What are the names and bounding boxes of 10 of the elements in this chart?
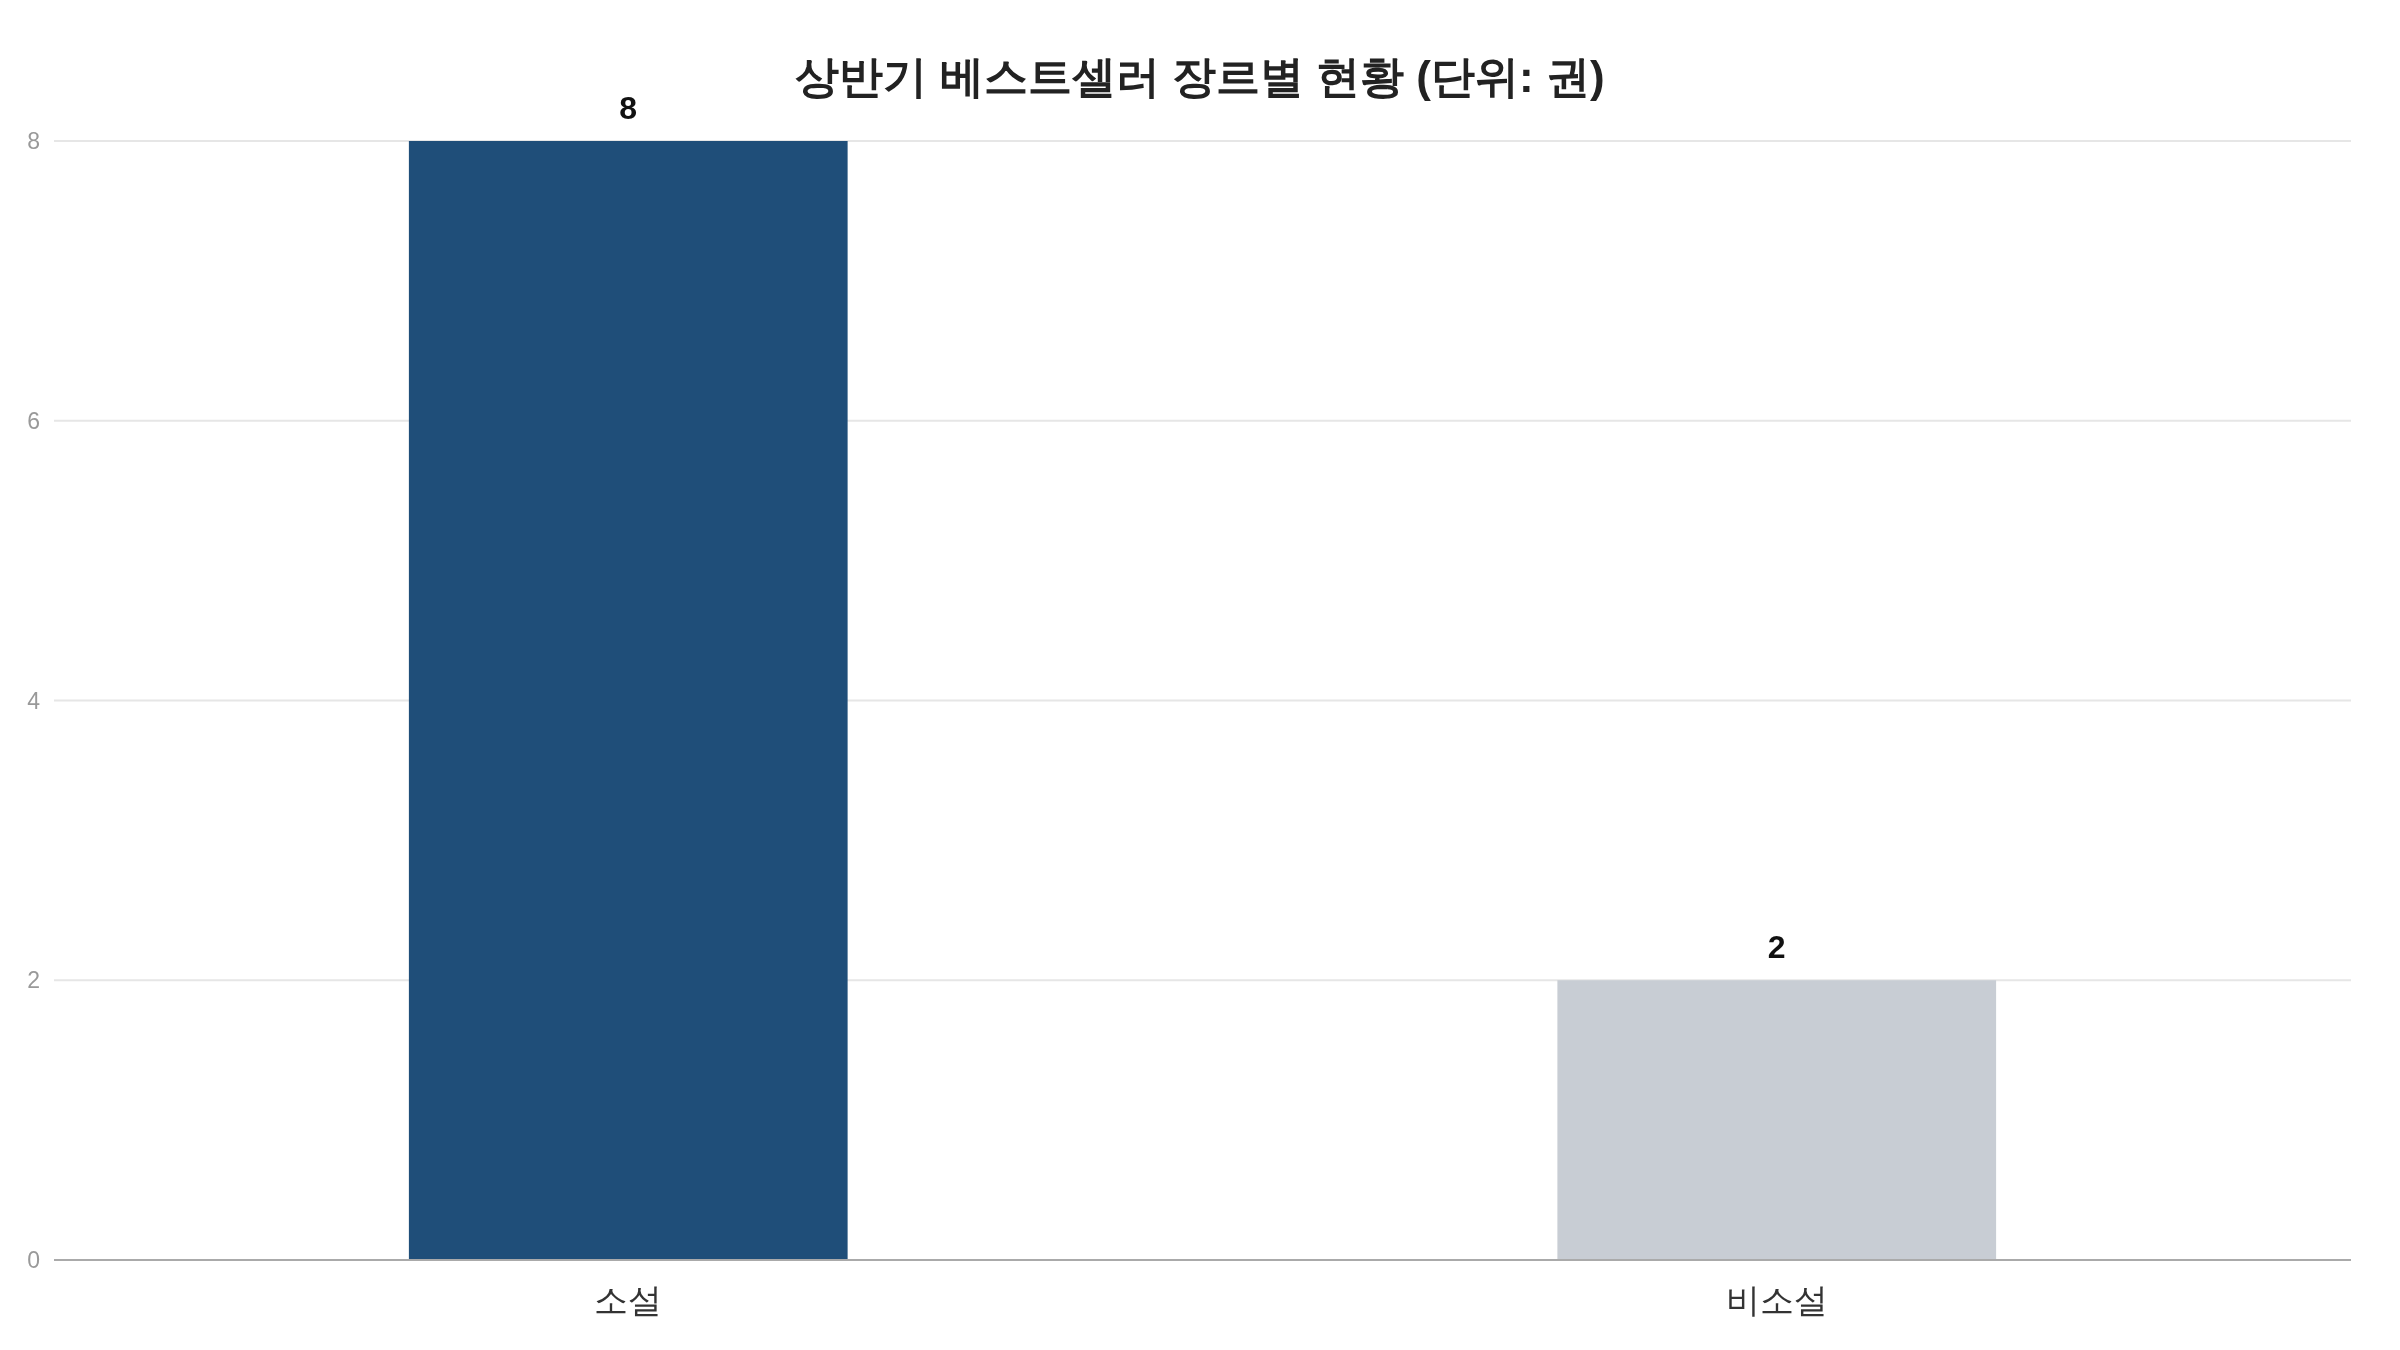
data-label: 8	[619, 90, 638, 126]
x-tick-label: 비소설	[1725, 1281, 1828, 1319]
y-tick-label: 6	[27, 407, 40, 434]
y-tick-label: 0	[27, 1247, 40, 1273]
x-tick-label: 소설	[594, 1281, 663, 1319]
y-tick-label: 2	[27, 967, 40, 994]
y-tick-label: 4	[27, 687, 41, 714]
y-tick-label: 8	[27, 128, 40, 154]
data-label: 2	[1767, 929, 1786, 966]
chart-title: 상반기 베스트셀러 장르별 현황 (단위: 권)	[795, 52, 1605, 101]
